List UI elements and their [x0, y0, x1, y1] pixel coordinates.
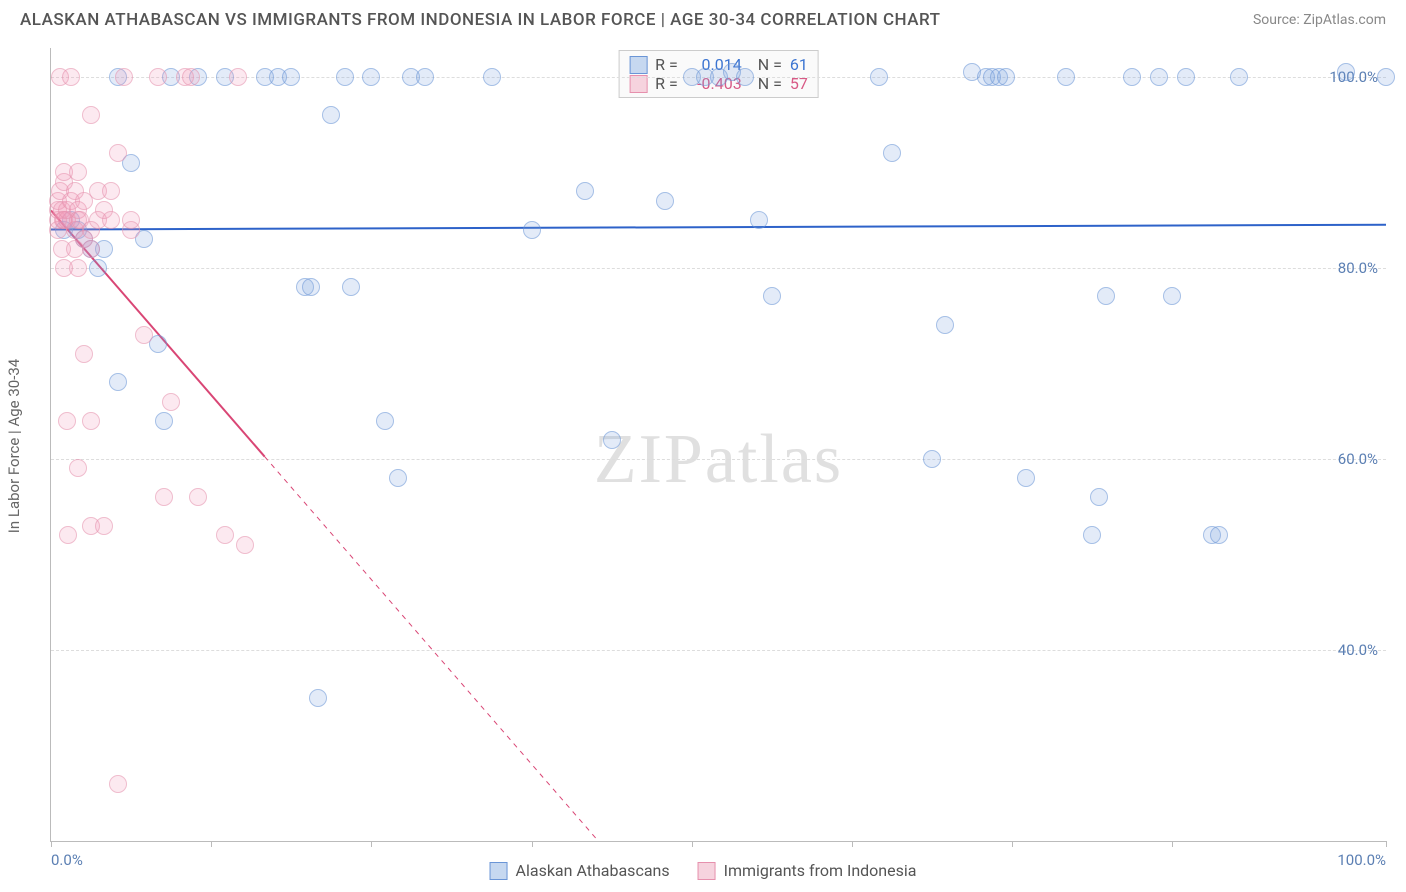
data-point — [155, 412, 173, 430]
data-point — [750, 211, 768, 229]
data-point — [389, 469, 407, 487]
data-point — [69, 459, 87, 477]
data-point — [1090, 488, 1108, 506]
xtick — [371, 841, 372, 847]
data-point — [69, 163, 87, 181]
data-point — [483, 68, 501, 86]
watermark: ZIPatlas — [594, 420, 843, 500]
data-point — [376, 412, 394, 430]
legend-swatch-blue — [490, 862, 508, 880]
xtick — [532, 841, 533, 847]
chart-title: ALASKAN ATHABASCAN VS IMMIGRANTS FROM IN… — [20, 10, 941, 30]
data-point — [1230, 68, 1248, 86]
data-point — [135, 326, 153, 344]
xtick — [692, 841, 693, 847]
data-point — [1097, 287, 1115, 305]
data-point — [603, 431, 621, 449]
data-point — [109, 775, 127, 793]
data-point — [1377, 68, 1395, 86]
xtick-label: 0.0% — [51, 851, 83, 869]
data-point — [75, 345, 93, 363]
data-point — [1017, 469, 1035, 487]
data-point — [1337, 63, 1355, 81]
ytick-label: 80.0% — [1338, 259, 1378, 277]
data-point — [82, 240, 100, 258]
ytick-label: 60.0% — [1338, 450, 1378, 468]
xtick — [852, 841, 853, 847]
data-point — [322, 106, 340, 124]
xtick — [211, 841, 212, 847]
data-point — [1057, 68, 1075, 86]
data-point — [89, 259, 107, 277]
data-point — [1210, 526, 1228, 544]
xtick — [1172, 841, 1173, 847]
xtick — [1012, 841, 1013, 847]
data-point — [102, 182, 120, 200]
data-point — [997, 68, 1015, 86]
legend-label-blue: Alaskan Athabascans — [516, 861, 670, 880]
legend-swatch-pink — [698, 862, 716, 880]
data-point — [162, 393, 180, 411]
data-point — [109, 373, 127, 391]
data-point — [523, 221, 541, 239]
data-point — [1177, 68, 1195, 86]
n-value-blue: 61 — [790, 55, 808, 74]
data-point — [1163, 287, 1181, 305]
data-point — [302, 278, 320, 296]
data-point — [416, 68, 434, 86]
data-point — [342, 278, 360, 296]
data-point — [95, 517, 113, 535]
data-point — [69, 259, 87, 277]
xtick — [1386, 841, 1387, 847]
data-point — [656, 192, 674, 210]
gridline — [51, 650, 1386, 651]
legend-swatch-blue — [629, 56, 647, 74]
data-point — [309, 689, 327, 707]
xtick — [51, 841, 52, 847]
data-point — [576, 182, 594, 200]
data-point — [936, 316, 954, 334]
gridline — [51, 268, 1386, 269]
data-point — [883, 144, 901, 162]
source-attribution: Source: ZipAtlas.com — [1253, 12, 1386, 28]
data-point — [122, 211, 140, 229]
data-point — [59, 526, 77, 544]
data-point — [1123, 68, 1141, 86]
data-point — [736, 68, 754, 86]
gridline — [51, 459, 1386, 460]
xtick-label: 100.0% — [1337, 851, 1386, 869]
data-point — [1150, 68, 1168, 86]
data-point — [58, 412, 76, 430]
data-point — [109, 144, 127, 162]
data-point — [923, 450, 941, 468]
data-point — [62, 68, 80, 86]
data-point — [229, 68, 247, 86]
data-point — [82, 106, 100, 124]
y-axis-label: In Labor Force | Age 30-34 — [5, 359, 23, 533]
data-point — [362, 68, 380, 86]
data-point — [115, 68, 133, 86]
data-point — [870, 68, 888, 86]
ytick-label: 40.0% — [1338, 641, 1378, 659]
data-point — [102, 211, 120, 229]
data-point — [1083, 526, 1101, 544]
data-point — [763, 287, 781, 305]
scatter-chart: ZIPatlas R = 0.014 N = 61 R = -0.403 N =… — [50, 48, 1386, 842]
r-label: R = — [655, 55, 678, 74]
data-point — [82, 412, 100, 430]
data-point — [282, 68, 300, 86]
legend-label-pink: Immigrants from Indonesia — [724, 861, 917, 880]
data-point — [236, 536, 254, 554]
n-label: N = — [758, 55, 782, 74]
data-point — [155, 488, 173, 506]
data-point — [149, 68, 167, 86]
series-legend: Alaskan Athabascans Immigrants from Indo… — [490, 861, 917, 880]
data-point — [216, 526, 234, 544]
data-point — [189, 488, 207, 506]
data-point — [336, 68, 354, 86]
data-point — [182, 68, 200, 86]
